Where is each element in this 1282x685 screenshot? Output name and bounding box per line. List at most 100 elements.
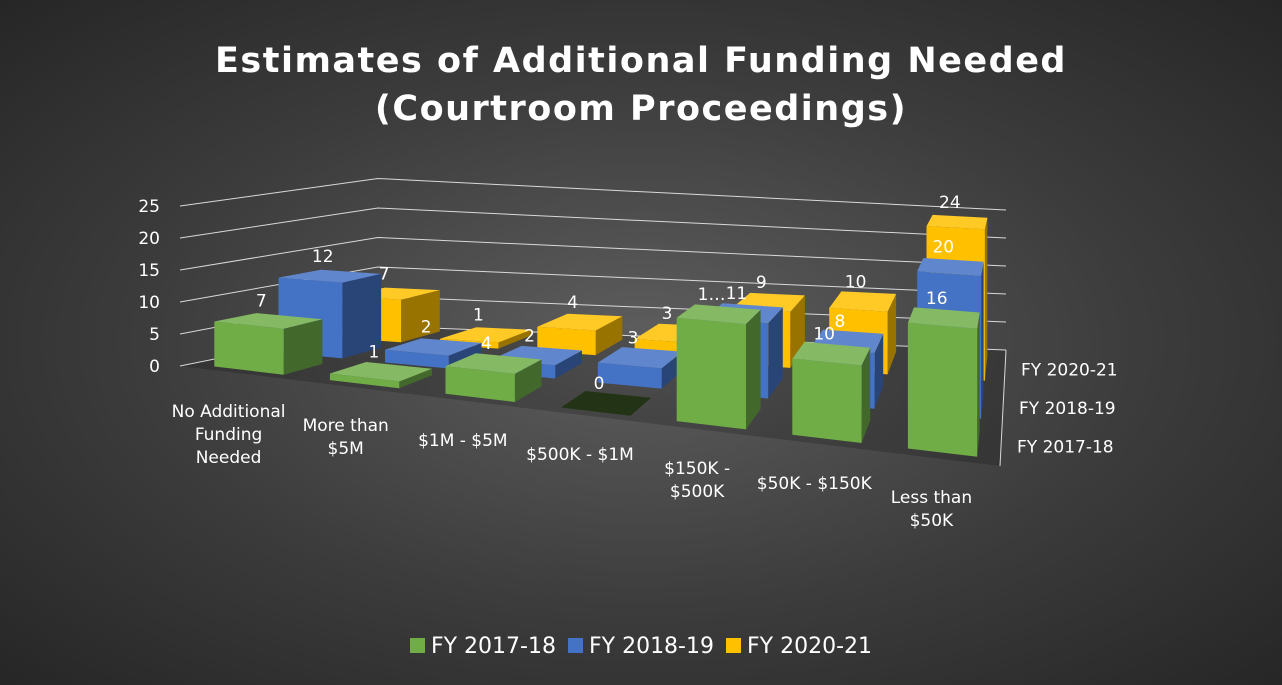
y-tick-label: 0	[149, 357, 160, 377]
bar-top	[792, 341, 871, 366]
data-label: 16	[926, 289, 948, 309]
bar-side	[984, 217, 988, 381]
legend-item: FY 2020-21	[726, 634, 872, 659]
depth-tick-label: FY 2020-21	[1021, 360, 1118, 380]
bar-front	[597, 362, 662, 389]
y-tick-label: 10	[138, 293, 160, 313]
data-label: 4	[481, 334, 492, 354]
bar-side	[874, 333, 884, 409]
legend-swatch	[567, 638, 583, 653]
bar-front	[329, 373, 400, 389]
data-label: 1	[473, 306, 484, 326]
x-tick-label: $1M - $5M	[418, 430, 508, 451]
bar-side	[746, 309, 761, 430]
depth-axis	[999, 349, 1007, 467]
bar	[907, 307, 980, 457]
bar	[561, 391, 652, 416]
data-label: 1	[368, 342, 379, 362]
data-label: 12	[312, 247, 334, 267]
bar-front	[907, 322, 978, 457]
bar-side	[977, 312, 980, 457]
bar-top	[561, 391, 652, 416]
grid-line	[179, 207, 1007, 239]
y-tick-label: 20	[138, 229, 160, 249]
bar	[214, 313, 323, 375]
data-label: 10	[845, 272, 867, 292]
bar-side	[342, 273, 382, 359]
bar-side	[861, 347, 871, 443]
data-label: 20	[932, 238, 954, 258]
chart-title: (Courtroom Proceedings)	[375, 89, 907, 129]
x-tick-label: $50K - $150K	[756, 473, 872, 494]
bar-top	[829, 291, 897, 312]
bar-top	[278, 269, 382, 283]
bar-side	[283, 319, 323, 375]
bar-top	[329, 362, 432, 382]
data-label: 2	[421, 318, 432, 338]
y-tick-label: 25	[138, 197, 160, 217]
data-label: 3	[662, 304, 673, 324]
grid-line	[179, 236, 1007, 271]
legend-swatch	[409, 638, 425, 653]
bar-top	[907, 307, 980, 329]
grid-line	[179, 266, 1007, 303]
bar	[597, 347, 683, 389]
depth-tick-label: FY 2017-18	[1017, 438, 1114, 458]
bar-side	[399, 368, 432, 389]
legend-item: FY 2018-19	[567, 634, 714, 659]
bar-side	[981, 261, 984, 419]
bar-top	[214, 313, 323, 329]
data-label: 3	[628, 328, 639, 348]
y-tick-label: 15	[138, 261, 160, 281]
bar-front	[537, 326, 596, 356]
bar-top	[445, 353, 542, 374]
x-tick-label: No Additional Funding Needed	[171, 402, 286, 469]
data-label: 9	[756, 273, 767, 293]
legend-label: FY 2017-18	[430, 634, 556, 659]
bar-front	[445, 366, 515, 402]
bar-top	[385, 338, 482, 356]
bar-side	[498, 329, 532, 349]
legend-label: FY 2020-21	[747, 634, 873, 659]
bar-side	[401, 290, 440, 343]
bar-front	[385, 349, 449, 369]
x-tick-label: $500K - $1M	[526, 445, 634, 465]
legend-swatch	[726, 638, 741, 653]
bar-front	[214, 321, 284, 375]
data-label: 4	[567, 293, 578, 313]
bar-side	[555, 350, 582, 379]
data-label: 11	[726, 284, 748, 304]
data-label: 8	[834, 312, 845, 332]
data-label: 24	[939, 193, 961, 213]
x-tick-label: More than $5M	[302, 416, 389, 460]
chart-title: Estimates of Additional Funding Needed	[215, 41, 1067, 81]
data-label: 0	[594, 374, 605, 394]
legend-item: FY 2017-18	[409, 634, 556, 659]
x-tick-label: $150K - $500K	[664, 459, 731, 503]
legend: FY 2017-18 FY 2018-19 FY 2020-21	[0, 634, 1282, 659]
x-tick-label: Less than $50K	[890, 487, 973, 531]
bar-side	[514, 359, 542, 402]
bar-top	[676, 304, 761, 324]
bar-top	[926, 214, 988, 230]
bar	[676, 304, 761, 430]
bar	[537, 313, 623, 356]
bar-front	[792, 358, 862, 443]
data-label: 2	[524, 326, 535, 346]
bar-top	[597, 347, 683, 369]
bar-top	[440, 327, 532, 343]
bar	[445, 353, 542, 402]
bar	[792, 341, 871, 443]
legend-label: FY 2018-19	[588, 634, 714, 659]
bar-side	[595, 316, 623, 356]
depth-tick-label: FY 2018-19	[1019, 399, 1116, 419]
bar	[329, 362, 432, 389]
data-label: 7	[379, 264, 390, 284]
grid-line	[179, 177, 1007, 211]
bar	[385, 338, 482, 369]
data-label: 1…	[698, 285, 726, 305]
data-label: 10	[813, 324, 835, 344]
bar-front	[676, 317, 746, 430]
